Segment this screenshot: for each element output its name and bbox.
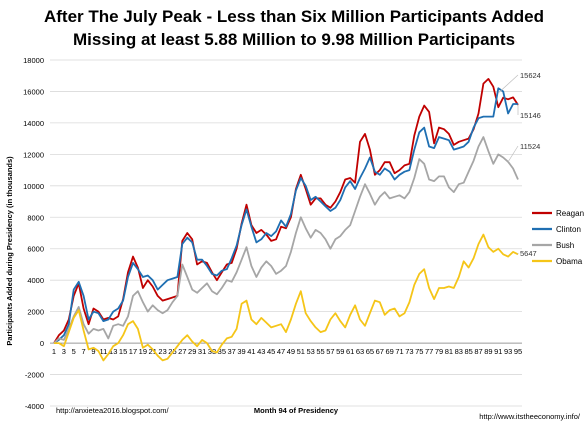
x-tick-label: 83 — [455, 347, 463, 356]
x-tick-label: 95 — [514, 347, 522, 356]
x-tick-label: 91 — [494, 347, 502, 356]
x-tick-label: 75 — [415, 347, 423, 356]
x-tick-label: 43 — [257, 347, 265, 356]
legend-label-obama: Obama — [556, 257, 583, 266]
x-tick-label: 73 — [405, 347, 413, 356]
series-lines — [53, 78, 519, 362]
y-tick-label: -4000 — [25, 402, 44, 411]
y-tick-label: 2000 — [27, 308, 44, 317]
x-tick-label: 23 — [158, 347, 166, 356]
legend-label-bush: Bush — [556, 241, 574, 250]
x-tick-label: 11 — [99, 347, 107, 356]
x-tick-label: 59 — [336, 347, 344, 356]
x-tick-label: 87 — [474, 347, 482, 356]
x-tick-label: 31 — [198, 347, 206, 356]
legend-label-reagan: Reagan — [556, 209, 584, 218]
x-tick-label: 39 — [237, 347, 245, 356]
annotation-leader — [498, 74, 519, 94]
x-tick-label: 81 — [445, 347, 453, 356]
footer-left-url: http://anxietea2016.blogspot.com/ — [56, 406, 169, 415]
y-tick-label: 8000 — [27, 213, 44, 222]
x-tick-label: 7 — [82, 347, 86, 356]
annotation-label: 5647 — [520, 249, 537, 258]
end-value-annotations: 15624 15146 11524 5647 — [498, 71, 541, 258]
x-tick-label: 35 — [218, 347, 226, 356]
x-tick-label: 69 — [385, 347, 393, 356]
series-line-obama — [54, 233, 519, 362]
x-tick-label: 49 — [287, 347, 295, 356]
x-axis-label: Month 94 of Presidency — [254, 406, 339, 415]
x-tick-label: 55 — [316, 347, 324, 356]
y-axis-ticks: -4000 -2000 0 2000 4000 6000 8000 10000 12000 140… — [23, 56, 44, 411]
y-tick-label: 6000 — [27, 245, 44, 254]
x-tick-label: 89 — [484, 347, 492, 356]
y-tick-label: 10000 — [23, 182, 44, 191]
series-line-clinton — [53, 87, 518, 344]
x-tick-label: 53 — [307, 347, 315, 356]
legend-label-clinton: Clinton — [556, 225, 581, 234]
x-tick-label: 77 — [425, 347, 433, 356]
x-tick-label: 15 — [119, 347, 127, 356]
legend: Reagan Clinton Bush Obama — [532, 209, 584, 266]
x-tick-label: 65 — [366, 347, 374, 356]
chart-title-line-1: After The July Peak - Less than Six Mill… — [44, 7, 544, 26]
x-tick-label: 47 — [277, 347, 285, 356]
y-tick-label: 14000 — [23, 119, 44, 128]
x-tick-label: 41 — [247, 347, 255, 356]
series-line-bush — [53, 136, 519, 344]
annotation-leader — [507, 145, 519, 163]
x-tick-label: 9 — [91, 347, 95, 356]
x-tick-label: 45 — [267, 347, 275, 356]
x-tick-label: 61 — [346, 347, 354, 356]
x-tick-label: 37 — [228, 347, 236, 356]
y-tick-label: 16000 — [23, 87, 44, 96]
x-tick-label: 63 — [356, 347, 364, 356]
y-tick-label: 12000 — [23, 150, 44, 159]
y-tick-label: -2000 — [25, 371, 44, 380]
x-tick-label: 93 — [504, 347, 512, 356]
y-tick-label: 18000 — [23, 56, 44, 65]
chart-title-line-2: Missing at least 5.88 Million to 9.98 Mi… — [73, 30, 515, 49]
x-tick-label: 57 — [326, 347, 334, 356]
x-tick-label: 13 — [109, 347, 117, 356]
x-axis-ticks: 1 3 5 7 9 11 13 15 17 19 21 23 25 27 29 31 33 35 37 39 41 43 4… — [52, 347, 522, 356]
x-tick-label: 67 — [376, 347, 384, 356]
annotation-label: 11524 — [520, 142, 540, 151]
x-tick-label: 85 — [464, 347, 472, 356]
y-tick-label: 0 — [40, 339, 44, 348]
x-tick-label: 17 — [129, 347, 137, 356]
x-tick-label: 19 — [139, 347, 147, 356]
series-line-reagan — [53, 78, 519, 344]
footer-right-url: http://www.itstheeconomy.info/ — [479, 412, 581, 421]
x-tick-label: 27 — [178, 347, 186, 356]
y-axis-label: Participants Added during Presidency (in… — [5, 156, 14, 346]
x-tick-label: 51 — [297, 347, 305, 356]
x-tick-label: 5 — [72, 347, 76, 356]
x-tick-label: 79 — [435, 347, 443, 356]
annotation-label: 15624 — [520, 71, 541, 80]
x-tick-label: 21 — [149, 347, 157, 356]
x-tick-label: 29 — [188, 347, 196, 356]
x-tick-label: 71 — [395, 347, 403, 356]
x-tick-label: 3 — [62, 347, 66, 356]
annotation-label: 15146 — [520, 111, 541, 120]
y-tick-label: 4000 — [27, 276, 44, 285]
x-tick-label: 1 — [52, 347, 56, 356]
